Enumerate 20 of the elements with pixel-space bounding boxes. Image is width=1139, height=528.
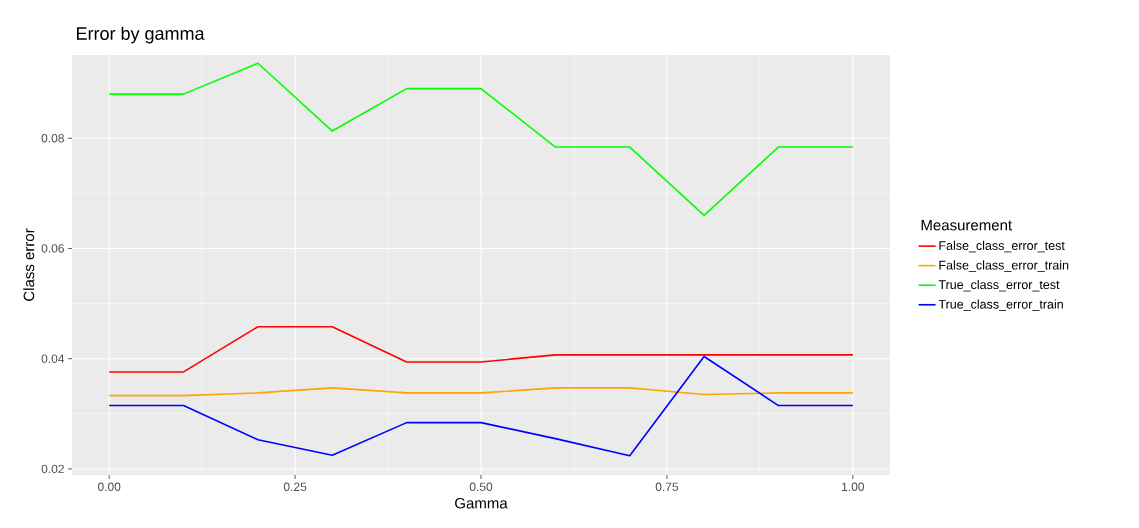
legend-title: Measurement [921, 219, 1013, 231]
line-series [108, 355, 854, 457]
x-tick-label: 0.75 [655, 482, 679, 492]
x-tick-label: 0.25 [283, 482, 307, 492]
legend-label: False_class_error_train [939, 260, 1069, 272]
y-axis-title: Class error [23, 228, 35, 301]
line-series [108, 387, 854, 397]
legend-label: False_class_error_test [939, 240, 1065, 253]
y-tick-label: 0.08 [41, 133, 64, 143]
chart-title: Error by gamma [77, 26, 205, 44]
x-tick-label: 0.50 [469, 482, 493, 492]
x-axis-title: Gamma [455, 497, 508, 509]
y-tick-label: 0.06 [41, 244, 64, 253]
legend-label: True_class_error_train [938, 299, 1063, 311]
legend-label: True_class_error_test [938, 279, 1060, 292]
x-tick-label: 1.00 [842, 482, 865, 492]
y-tick-label: 0.02 [41, 464, 64, 474]
y-tick-label: 0.04 [41, 354, 65, 363]
x-tick-label: 0.00 [97, 482, 121, 492]
line-series [108, 62, 854, 217]
